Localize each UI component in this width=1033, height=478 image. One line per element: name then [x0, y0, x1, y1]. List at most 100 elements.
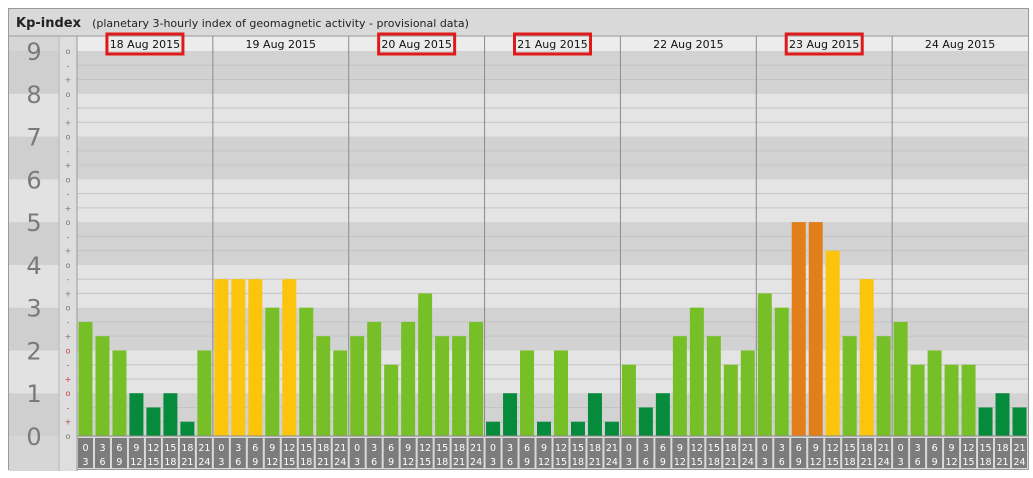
hour-end-label: 12 — [810, 457, 822, 468]
day-highlight-box — [105, 32, 185, 56]
kp-bar — [723, 364, 738, 436]
hour-start-label: 12 — [147, 443, 159, 454]
hour-end-label: 9 — [796, 457, 802, 468]
hour-start-label: 0 — [82, 443, 88, 454]
hour-end-label: 24 — [470, 457, 482, 468]
kp-bar — [927, 350, 942, 436]
kp-bar — [672, 336, 687, 436]
hour-end-label: 18 — [300, 457, 312, 468]
hour-box — [502, 438, 518, 468]
y-tick-label: 6 — [26, 166, 41, 194]
hour-box — [774, 438, 790, 468]
hour-box — [451, 438, 467, 468]
hour-box — [485, 438, 501, 468]
hour-end-label: 6 — [507, 457, 513, 468]
y-tick-label: 8 — [26, 81, 41, 109]
y-minor-label-plus: + — [65, 161, 72, 170]
hour-end-label: 18 — [979, 457, 991, 468]
hour-box — [179, 438, 195, 468]
hour-start-label: 9 — [269, 443, 275, 454]
hour-box — [519, 438, 535, 468]
y-minor-label-minus: - — [67, 275, 70, 284]
hour-start-label: 0 — [354, 443, 360, 454]
hour-box — [876, 438, 892, 468]
y-minor-label-o: o — [66, 346, 71, 355]
hour-box — [740, 438, 756, 468]
kp-bar — [469, 321, 484, 436]
hour-end-label: 3 — [218, 457, 224, 468]
hour-box — [621, 438, 637, 468]
y-minor-label-plus: + — [65, 247, 72, 256]
hour-box — [332, 438, 348, 468]
hour-start-label: 15 — [300, 443, 312, 454]
hour-box — [995, 438, 1011, 468]
hour-start-label: 12 — [419, 443, 431, 454]
hour-box — [230, 438, 246, 468]
hour-end-label: 21 — [317, 457, 329, 468]
hour-start-label: 9 — [949, 443, 955, 454]
kp-bar — [621, 364, 636, 436]
hour-end-label: 15 — [283, 457, 295, 468]
hour-box — [264, 438, 280, 468]
grid-band — [77, 51, 1028, 94]
kp-bar — [842, 336, 857, 436]
hour-end-label: 15 — [555, 457, 567, 468]
y-minor-label-o: o — [66, 175, 71, 184]
y-minor-label-minus: - — [67, 190, 70, 199]
kp-bar — [367, 321, 382, 436]
hour-start-label: 12 — [691, 443, 703, 454]
y-minor-label-o: o — [66, 47, 71, 56]
hour-start-label: 3 — [779, 443, 785, 454]
hour-end-label: 21 — [725, 457, 737, 468]
hour-box — [689, 438, 705, 468]
kp-bar — [231, 279, 246, 436]
hour-end-label: 21 — [589, 457, 601, 468]
hour-start-label: 21 — [606, 443, 618, 454]
hour-box — [723, 438, 739, 468]
hour-start-label: 21 — [1013, 443, 1025, 454]
grid-band — [77, 136, 1028, 180]
y-minor-label-plus: + — [65, 76, 72, 85]
chart-title: Kp-index — [16, 16, 81, 31]
hour-start-label: 18 — [453, 443, 465, 454]
hour-start-label: 9 — [133, 443, 139, 454]
hour-end-label: 15 — [691, 457, 703, 468]
day-highlight-box — [513, 32, 592, 56]
kp-bar — [961, 364, 976, 436]
hour-box — [859, 438, 875, 468]
hour-start-label: 15 — [979, 443, 991, 454]
chart-subtitle: (planetary 3-hourly index of geomagnetic… — [92, 17, 469, 30]
y-minor-label-minus: - — [67, 61, 70, 70]
y-tick-label: 0 — [26, 423, 41, 451]
axis-band — [9, 307, 59, 351]
hour-end-label: 9 — [660, 457, 666, 468]
day-highlight-box — [784, 32, 864, 56]
hour-end-label: 15 — [963, 457, 975, 468]
kp-bar — [825, 250, 840, 436]
hour-box — [349, 438, 365, 468]
hour-start-label: 15 — [844, 443, 856, 454]
hour-start-label: 15 — [436, 443, 448, 454]
hour-box — [757, 438, 773, 468]
y-tick-label: 7 — [26, 124, 41, 152]
hour-end-label: 12 — [402, 457, 414, 468]
kp-bar — [503, 393, 518, 436]
kp-bar — [655, 393, 670, 436]
day-label: 18 Aug 2015 — [110, 38, 180, 51]
y-minor-label-o: o — [66, 90, 71, 99]
hour-box — [893, 438, 909, 468]
hour-start-label: 3 — [371, 443, 377, 454]
hour-end-label: 6 — [235, 457, 241, 468]
y-minor-label-minus: - — [67, 361, 70, 370]
hour-end-label: 18 — [164, 457, 176, 468]
hour-end-label: 9 — [116, 457, 122, 468]
axis-band — [9, 393, 59, 436]
hour-box — [978, 438, 994, 468]
kp-bar — [791, 222, 806, 436]
kp-bar — [520, 350, 535, 436]
hour-box — [298, 438, 314, 468]
y-minor-label-plus: + — [65, 418, 72, 427]
hour-start-label: 12 — [963, 443, 975, 454]
y-tick-label: 4 — [26, 252, 41, 280]
kp-bar — [808, 222, 823, 436]
